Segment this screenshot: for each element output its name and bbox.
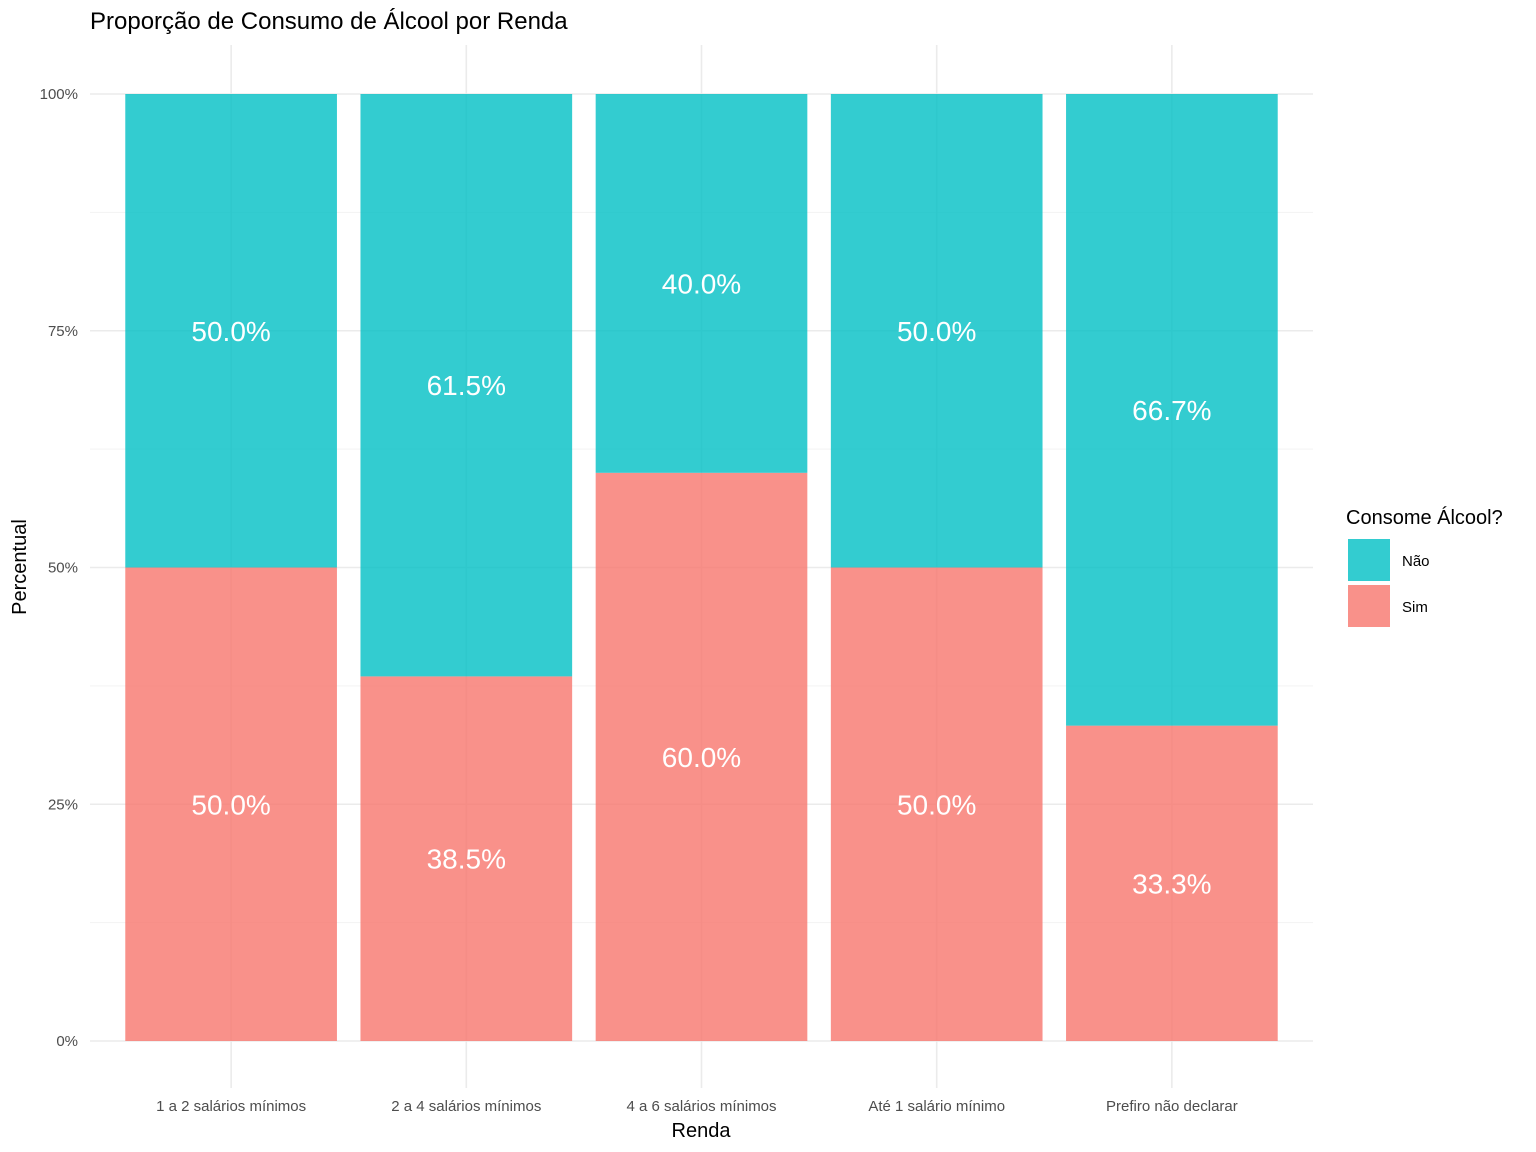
y-tick-label: 0% <box>56 1033 78 1050</box>
x-tick-label: 1 a 2 salários mínimos <box>156 1098 306 1115</box>
bar-segment-sim-3 <box>830 567 1043 1041</box>
legend: Consome Álcool? Não Sim <box>1346 506 1503 627</box>
y-tick-label: 100% <box>40 86 78 103</box>
x-tick-label: 2 a 4 salários mínimos <box>391 1098 541 1115</box>
bar-segment-no-0 <box>125 94 337 568</box>
bar-label: 66.7% <box>1132 395 1211 426</box>
bar-segment-sim-0 <box>125 567 337 1041</box>
y-tick-label: 25% <box>48 796 78 813</box>
bar-segment-no-3 <box>830 94 1043 568</box>
bar-label: 50.0% <box>897 316 976 347</box>
x-tick-label: 4 a 6 salários mínimos <box>626 1098 776 1115</box>
y-axis-title: Percentual <box>9 519 31 615</box>
bar-label: 61.5% <box>427 370 506 401</box>
bar-label: 38.5% <box>427 844 506 875</box>
bar-segment-no-1 <box>360 94 573 677</box>
y-tick-label: 50% <box>48 560 78 577</box>
bar-label: 60.0% <box>662 742 741 773</box>
x-axis-ticks: 1 a 2 salários mínimos 2 a 4 salários mín… <box>156 1098 1238 1115</box>
bar-label: 50.0% <box>191 789 270 820</box>
legend-title: Consome Álcool? <box>1346 506 1503 529</box>
bar-labels: 50.0% 50.0% 38.5% 61.5% 60.0% 40.0% 50.0% 50.0%… <box>191 268 1211 899</box>
legend-label-nao: Não <box>1402 553 1430 570</box>
bar-segment-sim-1 <box>360 676 573 1041</box>
legend-label-sim: Sim <box>1402 599 1428 616</box>
bar-segment-no-2 <box>595 94 808 473</box>
bar-segment-no-4 <box>1066 94 1278 726</box>
bar-label: 33.3% <box>1132 868 1211 899</box>
bar-segment-sim-4 <box>1066 725 1278 1041</box>
bar-segment-sim-2 <box>595 472 808 1041</box>
x-tick-label: Até 1 salário mínimo <box>868 1098 1005 1115</box>
bar-label: 50.0% <box>897 789 976 820</box>
y-axis-ticks: 0% 25% 50% 75% 100% <box>40 86 78 1050</box>
bar-label: 50.0% <box>191 316 270 347</box>
x-axis-title: Renda <box>672 1120 732 1142</box>
y-tick-label: 75% <box>48 323 78 340</box>
legend-key-nao <box>1348 539 1390 581</box>
legend-key-sim <box>1348 585 1390 627</box>
bar-label: 40.0% <box>662 268 741 299</box>
chart-title: Proporção de Consumo de Álcool por Renda <box>90 8 568 35</box>
x-tick-label: Prefiro não declarar <box>1106 1098 1238 1115</box>
bars <box>125 94 1278 1041</box>
